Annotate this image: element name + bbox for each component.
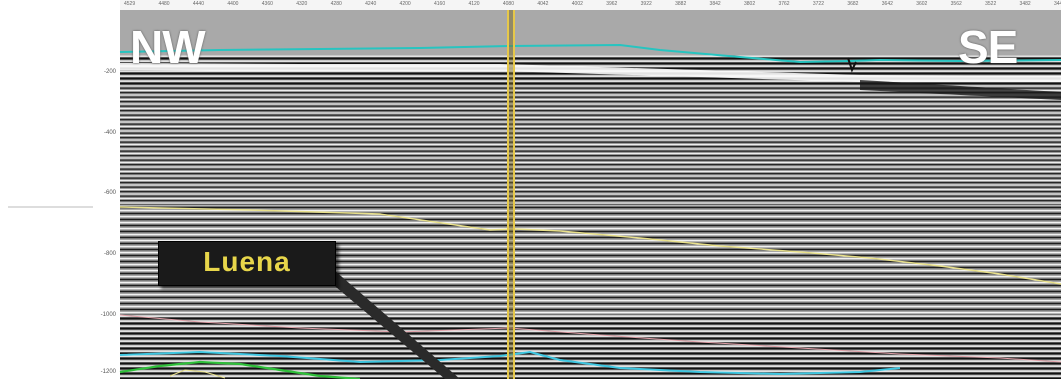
horizon-label-box: Luena <box>158 241 336 286</box>
horizon-pink <box>119 314 1061 363</box>
horizon-green <box>119 360 361 379</box>
direction-label-nw: NW <box>130 21 206 73</box>
upper-reflectors <box>120 85 1061 205</box>
horizon-cyan-deep <box>119 350 901 376</box>
y-tick-label: -800 <box>103 251 116 257</box>
x-tick-label: 4002 <box>572 1 583 7</box>
x-tick-label: 3882 <box>675 1 686 7</box>
y-tick-label: -1000 <box>100 312 116 318</box>
x-tick-label: 3442 <box>1054 1 1061 7</box>
x-tick-label: 3722 <box>813 1 824 7</box>
x-tick-label: 4240 <box>365 1 376 7</box>
x-tick-label: 3842 <box>710 1 721 7</box>
horizon-yellow <box>119 206 1061 285</box>
deep-reflectors <box>120 315 1061 379</box>
x-tick-label: 4280 <box>331 1 342 7</box>
x-tick-label: 4440 <box>193 1 204 7</box>
x-tick-label: 4529 <box>124 1 135 7</box>
seafloor-step <box>847 57 857 73</box>
x-tick-label: 3642 <box>882 1 893 7</box>
x-tick-label: 4320 <box>296 1 307 7</box>
seafloor-bright <box>120 63 1061 82</box>
x-axis-ticks: 4529 4480 4440 4400 4360 4320 4280 4240 4200 4160… <box>124 1 1061 7</box>
x-tick-label: 3682 <box>847 1 858 7</box>
label-leader <box>330 270 460 379</box>
x-tick-label: 3762 <box>778 1 789 7</box>
x-tick-label: 4400 <box>227 1 238 7</box>
water-column <box>120 10 1061 55</box>
x-tick-label: 3962 <box>606 1 617 7</box>
y-tick-label: -600 <box>103 190 116 196</box>
x-tick-label: 4120 <box>468 1 479 7</box>
direction-label-se: SE <box>958 21 1018 73</box>
axis-margin <box>0 0 120 379</box>
x-axis-strip <box>120 0 1061 10</box>
x-tick-label: 3522 <box>985 1 996 7</box>
x-tick-label: 4200 <box>400 1 411 7</box>
horizon-yellow-deep <box>169 369 226 379</box>
x-tick-label: 3482 <box>1020 1 1031 7</box>
well-core <box>509 10 513 379</box>
x-tick-label: 3602 <box>916 1 927 7</box>
x-tick-label: 4480 <box>158 1 169 7</box>
slope-dark <box>860 80 1061 100</box>
x-tick-label: 3562 <box>951 1 962 7</box>
x-tick-label: 4360 <box>262 1 273 7</box>
x-tick-label: 3802 <box>744 1 755 7</box>
x-tick-label: 4042 <box>537 1 548 7</box>
well-line-right <box>513 10 515 379</box>
horizon-label-text: Luena <box>203 246 291 277</box>
x-tick-label: 3922 <box>641 1 652 7</box>
x-tick-label: 4160 <box>434 1 445 7</box>
y-tick-label: -200 <box>103 69 116 75</box>
y-tick-label: -400 <box>103 130 116 136</box>
y-tick-label: -1200 <box>100 369 116 375</box>
well-line-left <box>507 10 509 379</box>
x-tick-label: 4080 <box>503 1 514 7</box>
seafloor-horizon <box>119 43 1061 64</box>
